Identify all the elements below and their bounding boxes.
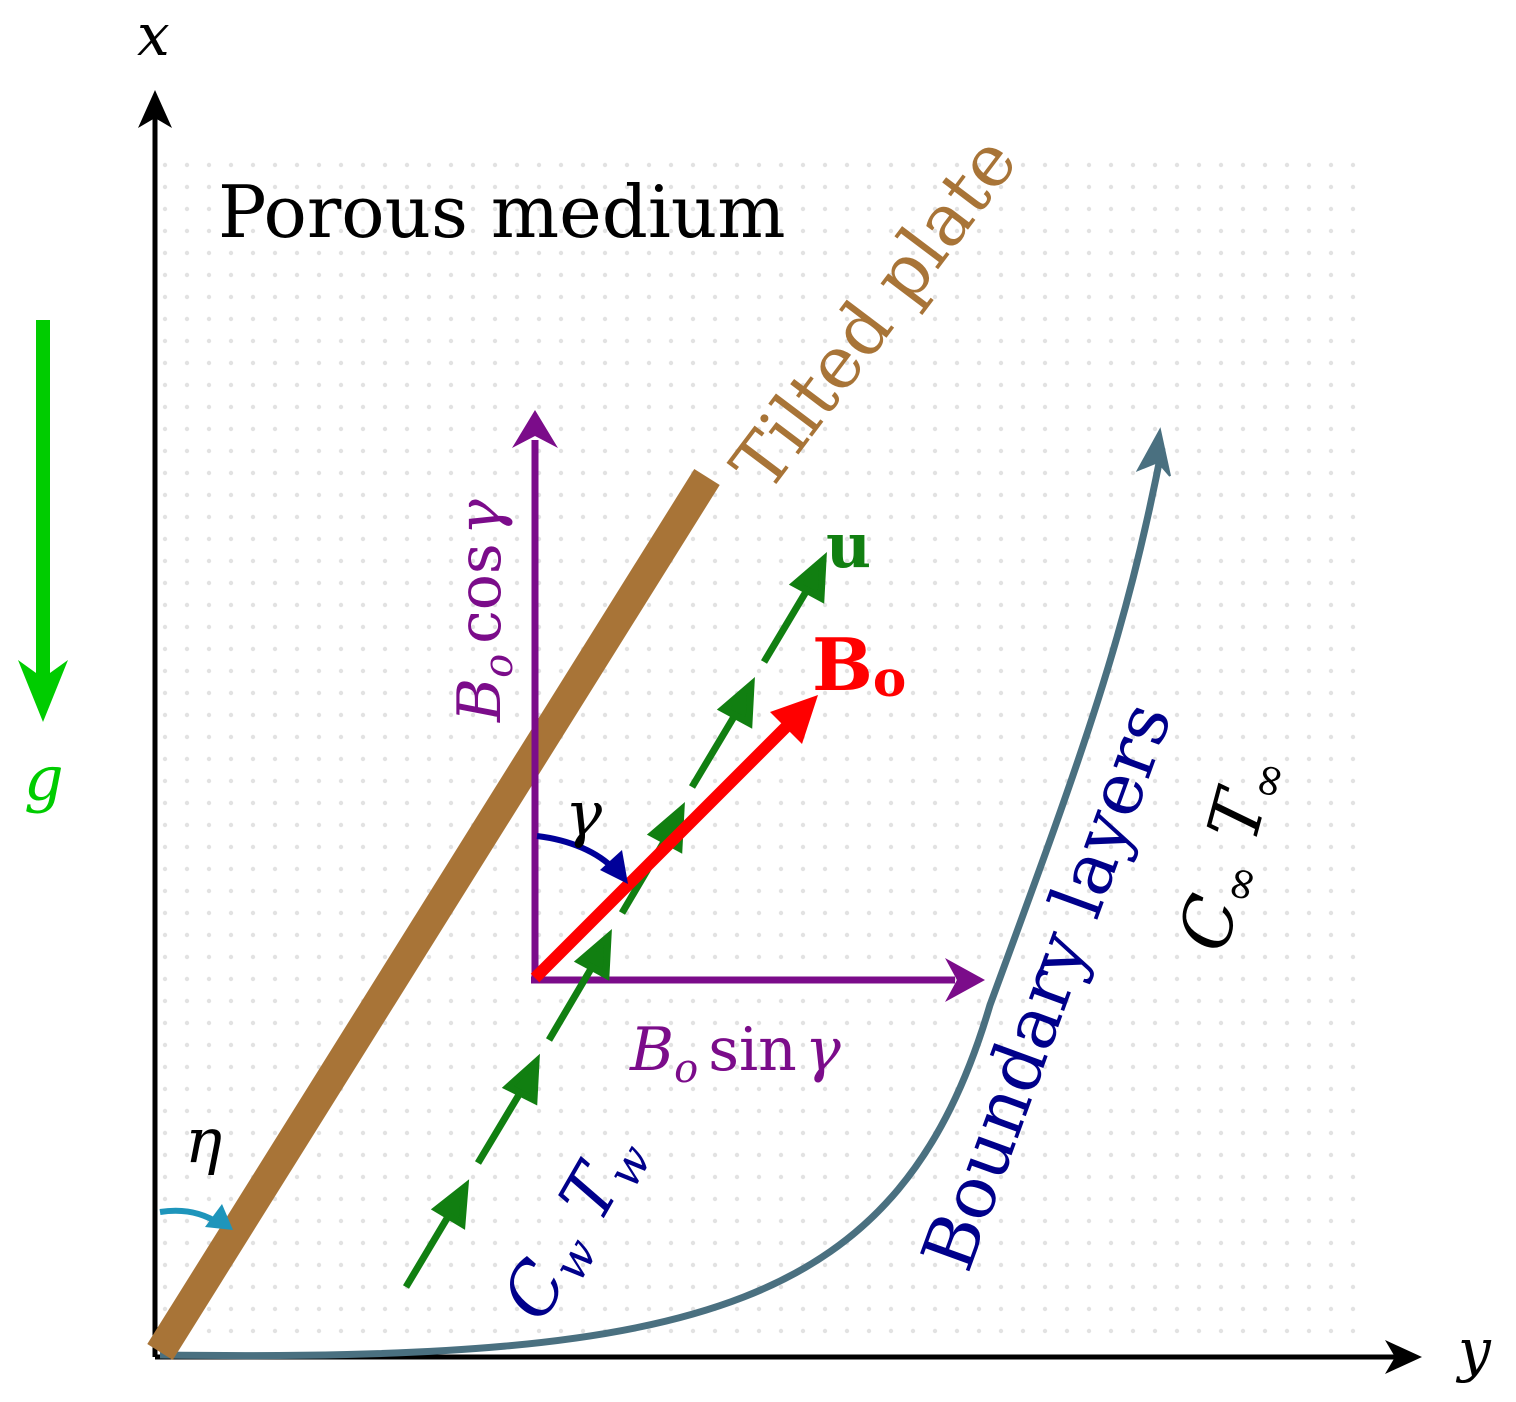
boundary-layer-arrowhead [1135,427,1171,477]
x-axis-arrowhead [138,90,172,128]
gamma-label: γ [565,777,603,850]
eta-angle-arrowhead [205,1204,233,1230]
x-axis-label: x [137,1,170,69]
porous-medium-title: Porous medium [218,170,786,254]
field-vector-arrowhead [770,695,818,744]
sin-component-arrowhead [945,958,985,1002]
field-vector-label: Bo [812,622,906,708]
cos-component-arrowhead [512,410,558,448]
cos-component-label: Bocosγ [445,499,522,723]
field-vector-shaft [530,713,800,983]
gamma-angle-arrowhead [600,850,628,884]
gravity-arrowhead [18,660,68,722]
y-axis-label: y [1455,1316,1492,1384]
boundary-layer-curve [159,447,1166,1360]
gravity-label: g [24,742,64,815]
field-components [531,440,955,984]
velocity-label: u [826,509,871,582]
tilted-plate [147,469,720,1360]
eta-label: η [185,1104,222,1177]
sin-component-label: Bo sin γ [629,1015,841,1092]
y-axis-arrowhead [1385,1340,1422,1374]
